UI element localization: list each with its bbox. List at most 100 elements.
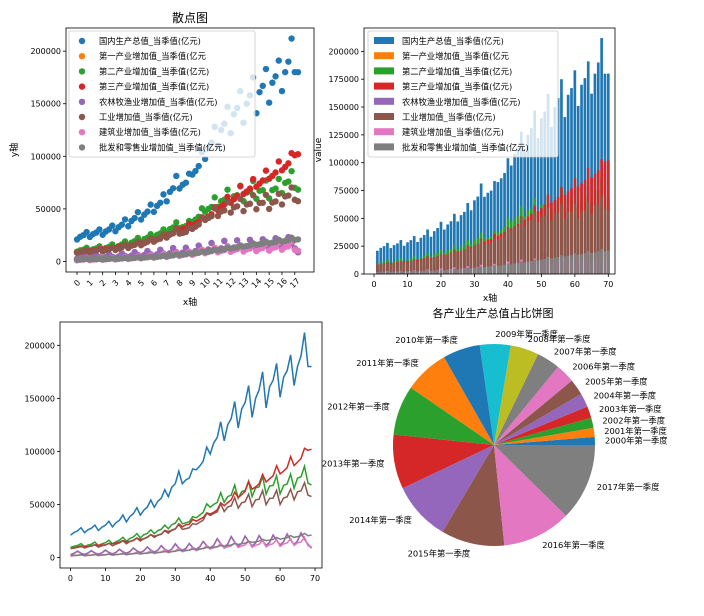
bar: [573, 253, 577, 274]
pie-label: 2004年第一季度: [594, 391, 657, 401]
legend-box: [68, 30, 256, 158]
legend-swatch: [374, 37, 394, 44]
bar: [486, 192, 490, 274]
bar: [456, 269, 460, 274]
legend-label: 国内生产总值_当季值(亿元): [402, 36, 504, 46]
scatter-point: [285, 160, 292, 167]
y-tick-label: 50000: [36, 205, 61, 214]
bar-y-axis: 0 25000 50000 75000 100000 125000 150000 175000…: [328, 47, 364, 279]
y-tick-label: 150000: [24, 394, 55, 403]
legend-label: 批发和零售业增加值_当季值(亿元): [402, 142, 529, 152]
x-tick-label: 50: [240, 574, 250, 583]
bar: [496, 239, 500, 274]
x-tick-label: 70: [310, 574, 320, 583]
bar: [483, 196, 486, 274]
pie-slices: [392, 344, 595, 546]
bar: [590, 213, 593, 274]
legend-marker: [78, 68, 86, 75]
legend-swatch: [374, 128, 394, 136]
bar: [513, 227, 516, 274]
y-tick-label: 100000: [24, 447, 55, 456]
bar: [593, 252, 597, 274]
pie-label: 2006年第一季度: [572, 361, 635, 371]
bar: [489, 190, 493, 274]
scatter-point: [233, 203, 241, 210]
bar: [456, 253, 460, 274]
bar: [533, 211, 537, 274]
bar: [429, 270, 433, 274]
bar-xlabel: x轴: [483, 292, 497, 304]
bar: [586, 251, 590, 274]
scatter-point: [131, 214, 138, 222]
bar: [576, 254, 580, 274]
bar: [553, 107, 557, 274]
bar: [596, 251, 600, 274]
bar: [422, 270, 426, 274]
scatter-point: [285, 243, 292, 250]
bar: [526, 134, 530, 274]
pie-slice: [410, 357, 494, 445]
bar: [426, 270, 429, 274]
bar: [546, 93, 550, 274]
bar: [526, 221, 530, 274]
bar: [406, 242, 409, 274]
scatter-point: [265, 99, 273, 106]
y-tick-label: 200000: [30, 47, 61, 56]
scatter-legend: 国内生产总值_当季值(亿元) 第一产业增加值_当季值(亿元第二产业增加值_当季值(…: [68, 30, 256, 158]
bar: [506, 227, 510, 274]
bar: [466, 267, 470, 274]
pie-title: 各产业生产总值占比饼图: [433, 306, 554, 320]
scatter-point: [121, 216, 129, 223]
scatter-x-axis: 0 1 2 3 4 5 6 7 8 9 10 11 12 13 14 15 16 17: [72, 272, 302, 290]
bar: [493, 238, 496, 274]
bar: [476, 267, 480, 274]
bar: [436, 256, 439, 274]
line-series-secondary: [70, 463, 312, 549]
x-tick-label: 16: [275, 276, 289, 290]
bar: [376, 264, 379, 274]
pie-label: 2009年第一季度: [495, 329, 558, 339]
bar: [503, 264, 506, 274]
bar-legend: 国内生产总值_当季值(亿元) 第一产业增加值_当季值(亿元第二产业增加值_当季值(…: [367, 30, 559, 158]
bar: [396, 271, 399, 274]
bar: [600, 248, 603, 274]
pie-label: 2000年第一季度: [605, 436, 668, 446]
scatter-point: [246, 200, 254, 207]
bar: [412, 259, 416, 274]
scatter-point: [294, 247, 302, 254]
x-tick-label: 14: [250, 276, 264, 290]
bar: [583, 210, 587, 274]
bar: [553, 257, 557, 274]
legend-box: [367, 30, 559, 158]
x-tick-label: 30: [170, 574, 180, 583]
y-tick-label: 150000: [328, 103, 359, 112]
scatter-y-axis: 0 50000 100000 150000 200000: [30, 47, 66, 266]
bar: [483, 267, 486, 274]
bar: [516, 226, 520, 274]
bar: [543, 215, 547, 274]
x-tick-label: 15: [263, 276, 277, 290]
bar: [536, 222, 540, 274]
x-tick-label: 10: [100, 574, 110, 583]
scatter-point: [224, 186, 231, 193]
bar: [473, 245, 476, 274]
bar: [529, 219, 533, 274]
bar: [456, 221, 460, 274]
scatter-point: [275, 57, 282, 64]
pie-label: 2017年第一季度: [597, 482, 660, 492]
scatter-point: [237, 195, 244, 202]
scatter-point: [150, 208, 158, 216]
bar: [442, 270, 446, 274]
scatter-point: [275, 175, 282, 183]
legend-label: 第一产业增加值_当季值(亿元: [402, 51, 509, 61]
bar: [382, 271, 386, 274]
pie-slice: [479, 344, 511, 445]
bar: [392, 271, 396, 274]
bar: [412, 270, 416, 274]
pie-label: 2016年第一季度: [542, 540, 605, 550]
x-tick-label: 8: [175, 278, 185, 288]
x-tick-label: 9: [188, 278, 198, 288]
scatter-point: [109, 222, 116, 229]
bar: [489, 266, 493, 274]
